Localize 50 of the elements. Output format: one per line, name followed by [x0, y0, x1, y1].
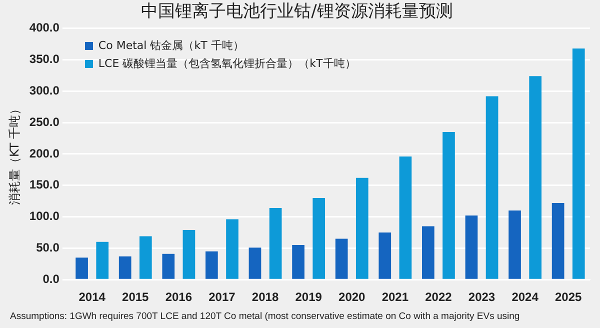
- bar: [465, 216, 478, 279]
- x-tick-label: 2014: [78, 290, 106, 304]
- y-tick-label: 200.0: [29, 146, 60, 160]
- y-tick-label: 0.0: [42, 272, 60, 286]
- x-tick-label: 2020: [338, 290, 366, 304]
- bar: [182, 230, 196, 279]
- bar: [508, 210, 521, 279]
- bar: [529, 76, 542, 279]
- bar: [292, 245, 304, 279]
- bar: [76, 258, 88, 279]
- bar: [139, 236, 152, 279]
- x-tick-label: 2019: [295, 290, 322, 304]
- bar: [96, 242, 109, 279]
- bar: [312, 198, 326, 279]
- x-tick-label: 2015: [122, 290, 150, 304]
- y-tick-label: 50.0: [36, 240, 60, 255]
- x-tick-label: 2023: [468, 290, 496, 304]
- x-tick-label: 2022: [425, 290, 452, 304]
- y-tick-label: 250.0: [29, 114, 60, 129]
- bar: [552, 202, 564, 279]
- x-tick-label: 2024: [512, 290, 539, 304]
- y-tick-label: 100.0: [29, 209, 60, 224]
- bar: [356, 178, 368, 279]
- chart-title: 中国锂离子电池行业钴/锂资源消耗量预测: [141, 2, 453, 22]
- bar: [442, 132, 455, 279]
- x-tick-label: 2025: [555, 290, 582, 304]
- bar: [399, 156, 412, 279]
- y-tick-label: 150.0: [29, 178, 60, 192]
- bar: [162, 254, 175, 279]
- x-tick-label: 2016: [165, 290, 192, 304]
- bar: [226, 219, 238, 279]
- bar: [572, 48, 585, 279]
- y-tick-label: 400.0: [29, 20, 60, 35]
- y-axis-title: 消耗量（KT 千吨）: [7, 102, 22, 206]
- y-tick-label: 300.0: [29, 84, 60, 98]
- bar: [248, 248, 262, 279]
- legend-label: LCE 碳酸锂当量（包含氢氧化锂折合量）（kT千吨）: [97, 56, 356, 72]
- bar: [378, 232, 392, 279]
- bar: [118, 256, 132, 279]
- x-tick-label: 2021: [382, 290, 409, 304]
- y-tick-label: 350.0: [29, 52, 60, 66]
- bar: [335, 238, 348, 279]
- legend-label: Co Metal 钴金属（kT 千吨）: [97, 38, 245, 54]
- bar: [422, 226, 434, 279]
- bar: [206, 251, 218, 279]
- x-tick-label: 2018: [252, 290, 279, 304]
- text: Assumptions: 1GWh requires 700T LCE and 120T Co metal (most conservative estimate on Co with a majority EVs using: [10, 311, 520, 322]
- x-tick-label: 2017: [208, 290, 236, 304]
- bar: [486, 96, 498, 279]
- bar: [269, 208, 282, 279]
